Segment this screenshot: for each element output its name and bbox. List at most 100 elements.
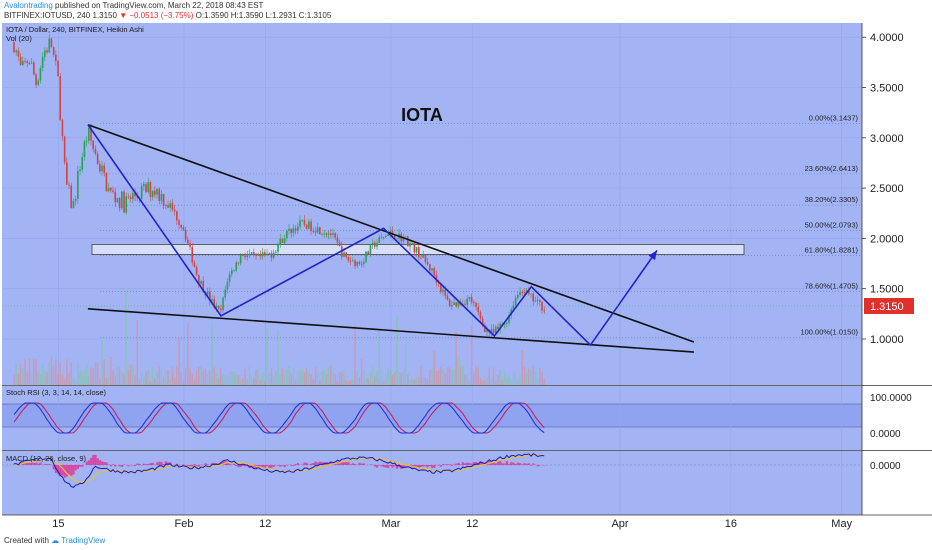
volume-bar (222, 373, 224, 385)
volume-bar (46, 371, 48, 385)
candle-body (189, 243, 191, 247)
macd-histogram-bar (521, 464, 524, 465)
volume-bar (110, 357, 112, 385)
macd-histogram-bar (149, 463, 152, 465)
candle-body (323, 233, 326, 235)
tradingview-brand[interactable]: TradingView (61, 536, 106, 545)
candle-body (305, 224, 308, 229)
candle-body (286, 230, 288, 239)
time-tick-label: 15 (52, 518, 64, 530)
macd-histogram-bar (431, 465, 434, 469)
macd-histogram-bar (204, 463, 207, 465)
macd-histogram-bar (301, 464, 304, 465)
volume-bar (77, 362, 79, 385)
candle-body (479, 312, 482, 319)
price-axis[interactable] (862, 23, 932, 515)
volume-bar (484, 380, 486, 385)
macd-histogram-bar (519, 463, 522, 465)
macd-histogram-bar (32, 463, 36, 465)
candle-body (473, 302, 475, 304)
volume-bar (528, 368, 530, 385)
macd-histogram-bar (92, 454, 95, 465)
candle-body (46, 50, 48, 53)
macd-histogram-bar (72, 465, 75, 475)
candle-body (156, 188, 158, 195)
candle-body (299, 220, 301, 227)
candle-body (239, 255, 242, 264)
candle-body (521, 292, 524, 293)
candle-body (63, 136, 66, 163)
candle-body (105, 172, 108, 192)
volume-bar (448, 367, 451, 385)
volume-bar (367, 378, 370, 385)
candle-body (99, 163, 101, 172)
volume-bar (437, 370, 440, 385)
stoch-tick-0: 0.0000 (870, 429, 901, 440)
candle-body (345, 252, 348, 257)
trend-line-lower[interactable] (87, 308, 694, 353)
macd-histogram-bar (389, 465, 392, 467)
candle-body (301, 220, 304, 221)
volume-bar (101, 337, 103, 385)
macd-histogram-bar (294, 464, 297, 465)
macd-histogram-bar (292, 465, 295, 466)
volume-bar (143, 376, 145, 385)
candle-body (165, 205, 167, 207)
volume-bar (323, 370, 326, 385)
volume-bar (514, 374, 517, 385)
macd-histogram-bar (420, 465, 423, 467)
candle-body (182, 227, 185, 231)
macd-histogram-bar (48, 464, 51, 465)
volume-bar (279, 374, 282, 385)
volume-bar (50, 357, 53, 385)
volume-bar (468, 380, 471, 385)
candle-body (22, 61, 24, 66)
candle-body (33, 62, 35, 75)
candle-body (162, 194, 165, 206)
candle-body (147, 182, 150, 193)
macd-pane[interactable] (2, 451, 862, 515)
volume-bar (217, 377, 220, 385)
candle-body (490, 329, 493, 333)
macd-histogram-bar (79, 465, 82, 467)
trend-line-upper[interactable] (87, 123, 695, 343)
candle-body (451, 305, 453, 307)
candle-body (151, 190, 154, 197)
macd-histogram-bar (52, 465, 55, 470)
volume-bar (371, 365, 374, 385)
macd-histogram-bar (347, 462, 350, 465)
macd-histogram-bar (74, 465, 77, 471)
volume-bar (213, 367, 216, 385)
volume-bar (475, 365, 477, 385)
symbol-line: BITFINEX:IOTUSD, 240 (4, 11, 91, 20)
volume-bar (261, 371, 264, 385)
volume-bar (297, 370, 299, 385)
trend-lines[interactable] (87, 123, 695, 353)
macd-histogram-bar (136, 463, 139, 465)
volume-bar (420, 365, 422, 385)
candle-body (275, 251, 277, 253)
wave-pattern-projection[interactable] (87, 124, 658, 347)
time-tick-label: 16 (725, 518, 737, 530)
candle-body (453, 302, 455, 306)
volume-bar (41, 365, 44, 385)
volume-bar (191, 374, 194, 385)
ohlc-values: O:1.3590 H:1.3590 L:1.2931 C:1.3105 (195, 11, 332, 20)
candle-body (83, 141, 86, 157)
macd-histogram-bar (96, 458, 99, 465)
candle-body (72, 200, 75, 209)
macd-histogram-bar (98, 460, 102, 465)
macd-histogram-bar (393, 465, 396, 467)
volume-bar (418, 376, 420, 385)
volume-bar (354, 324, 356, 385)
last-price-badge-label: 1.3150 (870, 301, 904, 313)
price-pane[interactable] (2, 23, 862, 385)
macd-histogram-bar (193, 464, 196, 465)
candle-body (343, 252, 345, 257)
macd-histogram-bar (499, 460, 502, 465)
macd-histogram-bar (303, 462, 306, 465)
price-tick-label: 3.0000 (870, 133, 904, 145)
author-link[interactable]: Avalontrading (4, 1, 53, 10)
macd-histogram-bar (167, 462, 170, 465)
